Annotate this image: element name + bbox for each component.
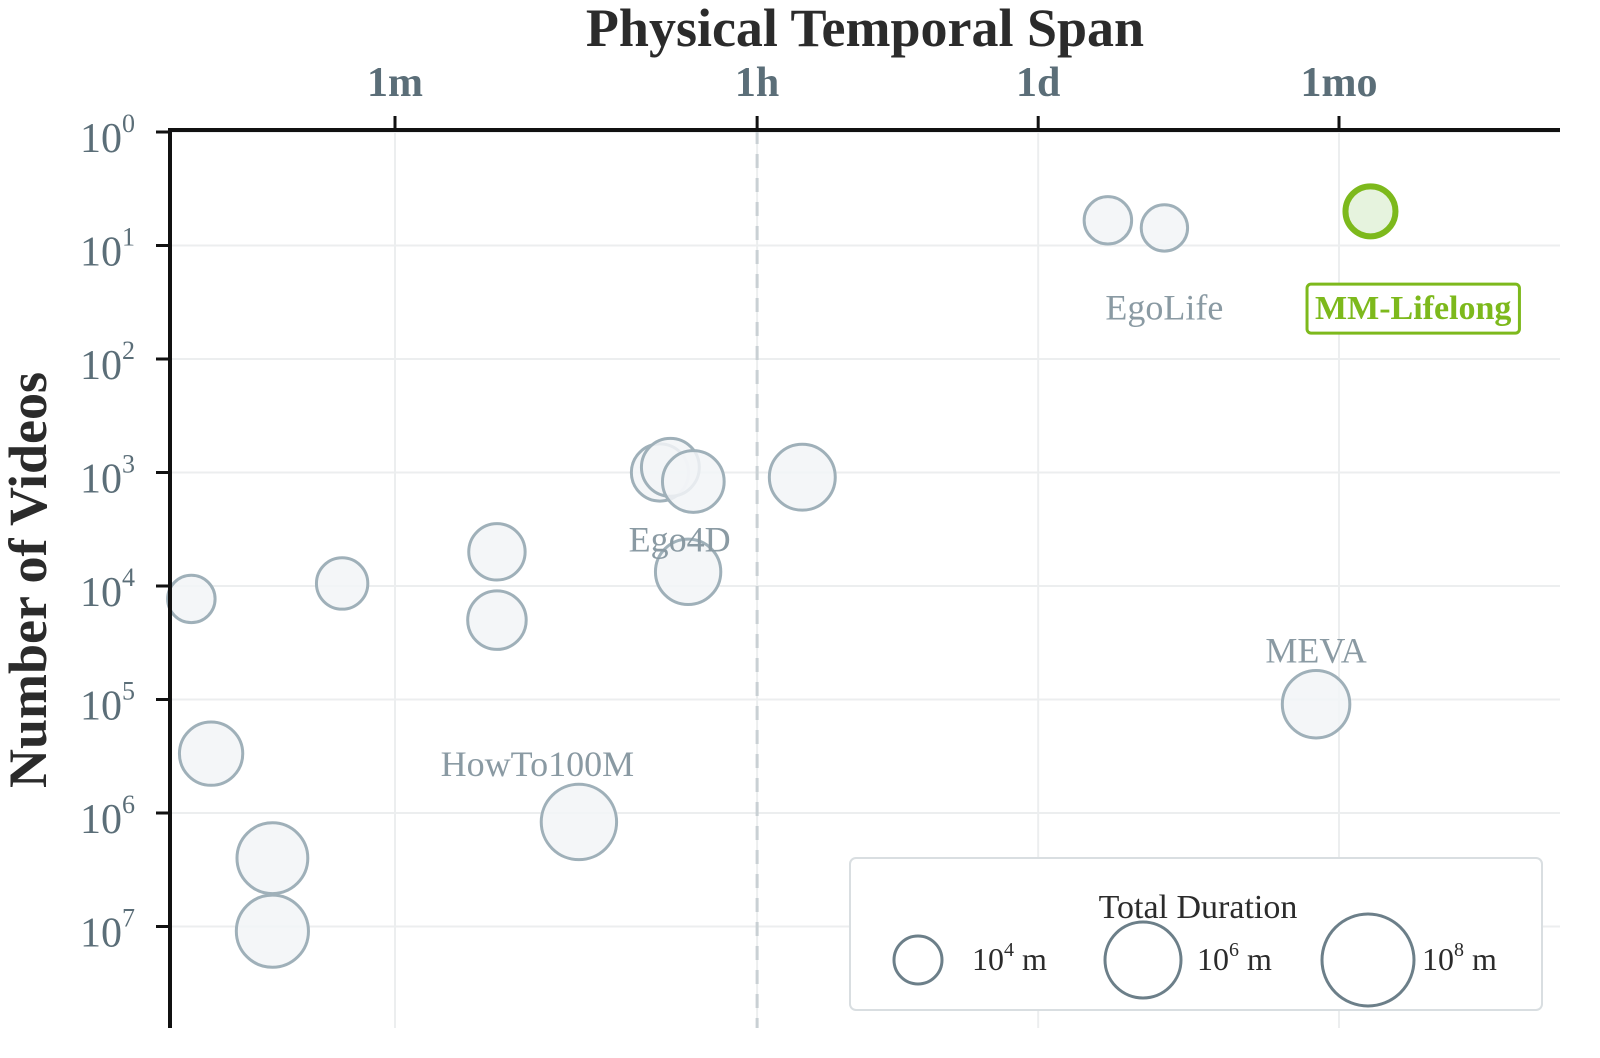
legend-title: Total Duration: [1099, 889, 1298, 926]
y-tick-label-5: 105: [80, 677, 135, 730]
data-point-11: [653, 537, 723, 606]
x-tick-label-1: 1h: [735, 60, 779, 106]
legend-box: [849, 857, 1543, 1011]
data-point-5: [467, 522, 527, 582]
data-point-1: [314, 556, 370, 611]
y-tick-label-7: 107: [80, 904, 135, 957]
data-point-2: [177, 720, 245, 787]
highlight-point: [1342, 183, 1399, 240]
y-ticks: 100 101 102 103 104 105 106 107: [80, 109, 170, 957]
data-point-14: [1139, 203, 1190, 253]
x-ticks: 1m 1h 1d 1mo: [367, 60, 1378, 130]
data-points: [166, 183, 1399, 969]
y-tick-label-2: 102: [80, 336, 135, 389]
legend-label-0: 104 m: [972, 939, 1047, 977]
y-tick-label-1: 101: [80, 223, 135, 276]
data-point-3: [235, 821, 310, 896]
legend-marker-0: [892, 934, 944, 986]
data-point-13: [1082, 195, 1134, 246]
annotation-label-0: Ego4D: [629, 520, 731, 560]
annotation-label-3: MEVA: [1265, 631, 1366, 671]
data-point-12: [767, 442, 837, 512]
legend-marker-2: [1320, 912, 1416, 1008]
data-point-4: [234, 893, 310, 969]
axes: [168, 128, 1560, 1028]
annotation-label-1: HowTo100M: [441, 744, 634, 784]
annotations: Ego4D HowTo100M EgoLife MEVA MM-Lifelong: [441, 282, 1521, 784]
legend: Total Duration 104 m 106 m 108 m: [849, 857, 1543, 1011]
x-tick-label-3: 1mo: [1301, 60, 1378, 106]
data-point-15: [1280, 668, 1352, 740]
legend-label-2: 108 m: [1422, 939, 1497, 977]
highlight-annotation-box: [1305, 282, 1521, 335]
highlight-annotation: MM-Lifelong: [1305, 282, 1521, 335]
data-point-0: [166, 573, 217, 625]
annotation-label-4: MM-Lifelong: [1315, 290, 1511, 327]
data-point-7: [539, 782, 619, 862]
annotation-label-2: EgoLife: [1105, 288, 1223, 328]
legend-marker-1: [1103, 920, 1183, 1000]
y-axis-label: Number of Videos: [0, 372, 58, 788]
y-tick-label-3: 103: [80, 450, 135, 503]
y-tick-label-0: 100: [80, 109, 135, 162]
legend-label-1: 106 m: [1197, 939, 1272, 977]
x-tick-label-2: 1d: [1016, 60, 1060, 106]
y-tick-label-4: 104: [80, 563, 135, 616]
y-tick-label-6: 106: [80, 790, 135, 843]
x-tick-label-0: 1m: [367, 60, 423, 106]
data-point-6: [466, 589, 528, 651]
data-point-10: [660, 449, 726, 514]
chart-title: Physical Temporal Span: [586, 0, 1144, 58]
